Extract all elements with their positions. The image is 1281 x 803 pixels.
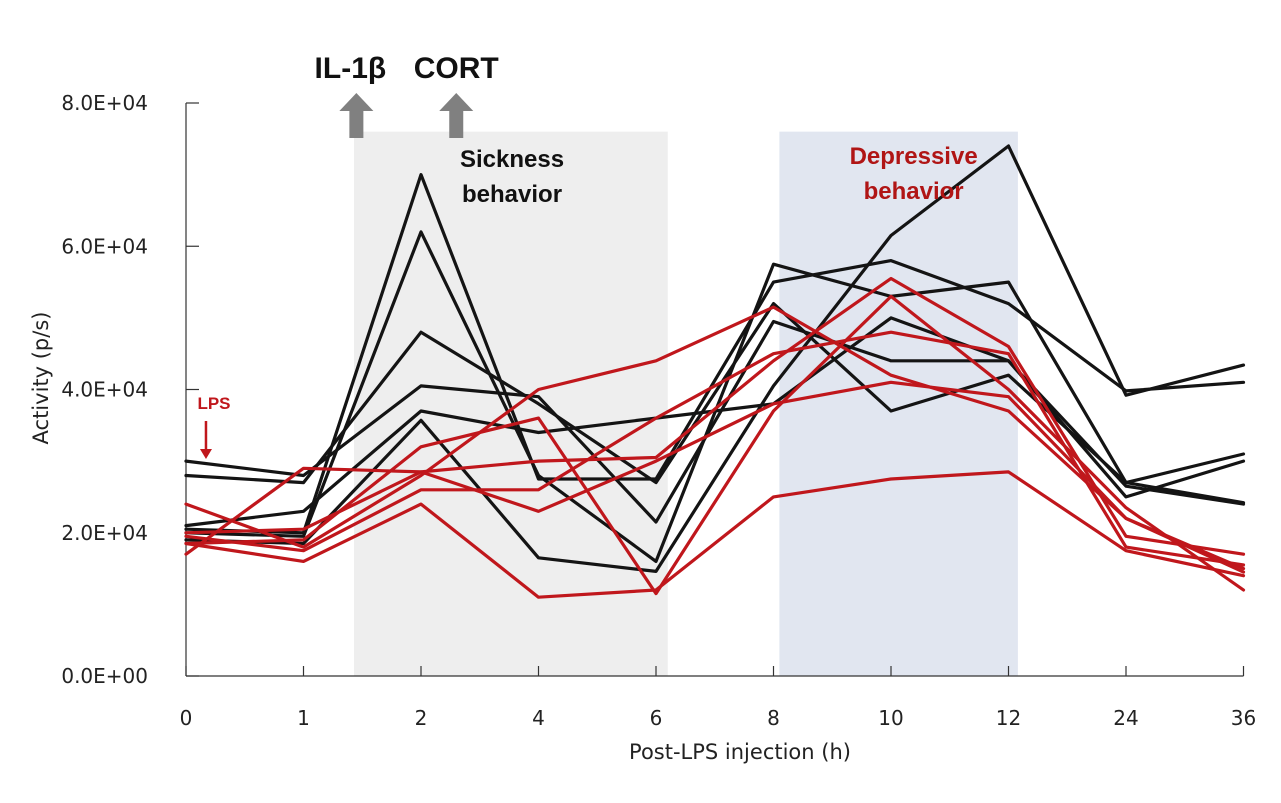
- marker-arrow-shaft: [349, 111, 364, 138]
- lps-down-arrow-icon: [199, 421, 212, 459]
- marker-arrow-head: [339, 93, 374, 111]
- y-axis-title: Activity (p/s): [29, 312, 53, 445]
- marker-arrow-shaft: [449, 111, 464, 138]
- marker-1-up-arrow-icon: [439, 93, 474, 138]
- series-line-black-3: [184, 230, 1246, 564]
- annotations: Sickness behavior Depressive behavior IL-1β C…: [197, 52, 978, 459]
- x-tick-label: 10: [878, 706, 903, 730]
- marker-1-label: CORT: [414, 52, 499, 85]
- series-line-black-5: [184, 319, 1246, 524]
- x-tick-label: 24: [1113, 706, 1138, 730]
- marker-0-up-arrow-icon: [339, 93, 374, 138]
- region-1-label: behavior: [864, 178, 964, 205]
- axes: 0.0E+002.0E+044.0E+046.0E+048.0E+040 1 2 4 6…: [29, 91, 1256, 764]
- x-tick-label: 36: [1231, 706, 1256, 730]
- y-tick-label: 0.0E+00: [61, 664, 148, 688]
- marker-0-label: IL-1β: [315, 52, 387, 85]
- series-line-red-10: [184, 330, 1246, 567]
- series-line-black-2: [184, 173, 1246, 535]
- lps-arrow-head: [199, 449, 212, 459]
- y-tick-label: 4.0E+04: [61, 378, 148, 402]
- series-line-red-7: [184, 305, 1246, 571]
- series-line-red-11: [184, 470, 1246, 599]
- series-lines: [184, 144, 1246, 599]
- region-0-label: Sickness: [460, 146, 564, 173]
- y-tick-label: 2.0E+04: [61, 521, 148, 545]
- region-1-label: Depressive: [850, 143, 978, 170]
- shaded-regions: [354, 131, 1018, 676]
- x-tick-label: 12: [996, 706, 1021, 730]
- y-tick-label: 6.0E+04: [61, 234, 148, 258]
- x-tick-label: 4: [532, 706, 545, 730]
- x-tick-label: 8: [767, 706, 780, 730]
- x-tick-label: 1: [297, 706, 310, 730]
- x-tick-label: 6: [650, 706, 663, 730]
- lps-label: LPS: [197, 394, 230, 413]
- series-line-black-4: [184, 302, 1246, 485]
- series-line-red-8: [184, 276, 1246, 556]
- marker-arrow-head: [439, 93, 474, 111]
- y-tick-label: 8.0E+04: [61, 91, 148, 115]
- series-line-red-12: [184, 380, 1246, 574]
- x-tick-label: 2: [415, 706, 428, 730]
- region-0-label: behavior: [462, 181, 562, 208]
- series-line-black-1: [184, 144, 1246, 574]
- x-axis-title: Post-LPS injection (h): [629, 740, 851, 764]
- x-tick-label: 0: [180, 706, 193, 730]
- region-1-band: [779, 131, 1018, 676]
